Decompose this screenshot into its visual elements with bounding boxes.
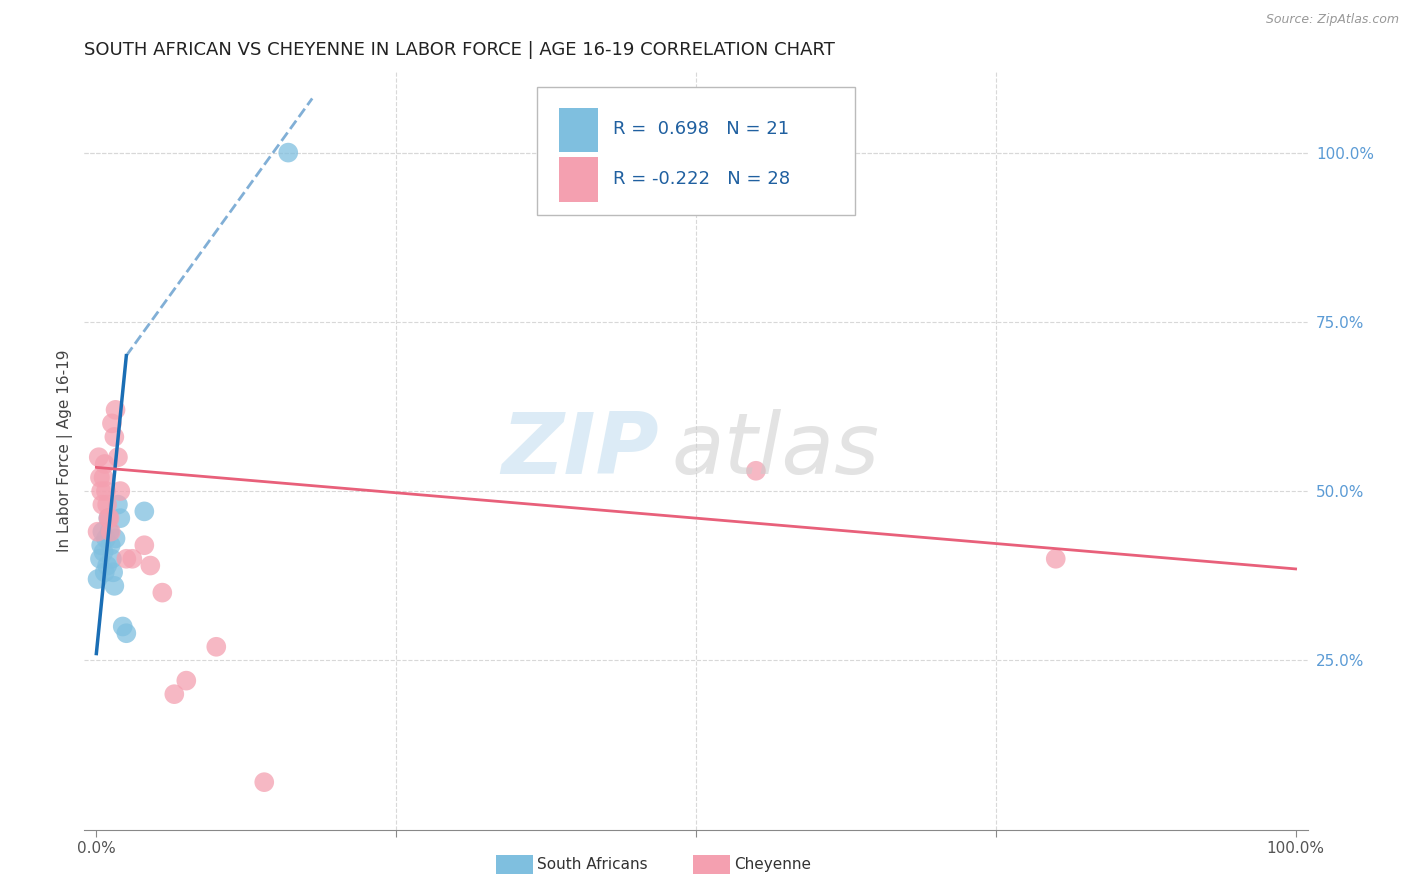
Point xyxy=(110,484,132,499)
Point xyxy=(115,626,138,640)
Point xyxy=(163,687,186,701)
FancyBboxPatch shape xyxy=(560,108,598,153)
Point xyxy=(107,498,129,512)
Point xyxy=(94,532,117,546)
FancyBboxPatch shape xyxy=(560,157,598,202)
Point xyxy=(94,484,117,499)
Point xyxy=(150,585,173,599)
Text: Cheyenne: Cheyenne xyxy=(734,857,811,871)
Point xyxy=(101,551,124,566)
Point xyxy=(104,532,127,546)
Point xyxy=(98,511,121,525)
FancyBboxPatch shape xyxy=(537,87,855,216)
Point xyxy=(97,511,120,525)
Text: R = -0.222   N = 28: R = -0.222 N = 28 xyxy=(613,170,790,188)
Point xyxy=(87,450,110,465)
Point xyxy=(93,545,115,559)
Point xyxy=(110,511,132,525)
Point xyxy=(103,579,125,593)
Point xyxy=(1045,551,1067,566)
Point xyxy=(111,619,134,633)
Point xyxy=(90,484,112,499)
Point xyxy=(100,538,122,552)
Point xyxy=(277,145,299,160)
Text: SOUTH AFRICAN VS CHEYENNE IN LABOR FORCE | AGE 16-19 CORRELATION CHART: SOUTH AFRICAN VS CHEYENNE IN LABOR FORCE… xyxy=(84,41,835,59)
Point xyxy=(134,538,156,552)
Point xyxy=(86,524,108,539)
Point xyxy=(745,464,768,478)
Point xyxy=(101,417,124,431)
Point xyxy=(96,558,118,573)
Point xyxy=(115,551,138,566)
Point xyxy=(93,470,115,484)
Point xyxy=(101,566,124,580)
Point xyxy=(121,551,143,566)
Y-axis label: In Labor Force | Age 16-19: In Labor Force | Age 16-19 xyxy=(58,349,73,552)
Text: R =  0.698   N = 21: R = 0.698 N = 21 xyxy=(613,120,789,138)
Point xyxy=(174,673,197,688)
Point xyxy=(89,470,111,484)
Point xyxy=(134,504,156,518)
Text: atlas: atlas xyxy=(672,409,880,492)
Point xyxy=(104,402,127,417)
Point xyxy=(89,551,111,566)
Point xyxy=(96,498,118,512)
Point xyxy=(86,572,108,586)
Point xyxy=(107,450,129,465)
Text: South Africans: South Africans xyxy=(537,857,648,871)
Point xyxy=(98,524,121,539)
Point xyxy=(100,524,122,539)
Text: ZIP: ZIP xyxy=(502,409,659,492)
Point xyxy=(97,511,120,525)
Point xyxy=(91,498,114,512)
Point xyxy=(103,430,125,444)
Point xyxy=(93,457,117,471)
Point xyxy=(93,566,117,580)
Point xyxy=(91,524,114,539)
Point xyxy=(253,775,276,789)
Text: Source: ZipAtlas.com: Source: ZipAtlas.com xyxy=(1265,13,1399,27)
Point xyxy=(90,538,112,552)
Point xyxy=(205,640,228,654)
Point xyxy=(139,558,162,573)
